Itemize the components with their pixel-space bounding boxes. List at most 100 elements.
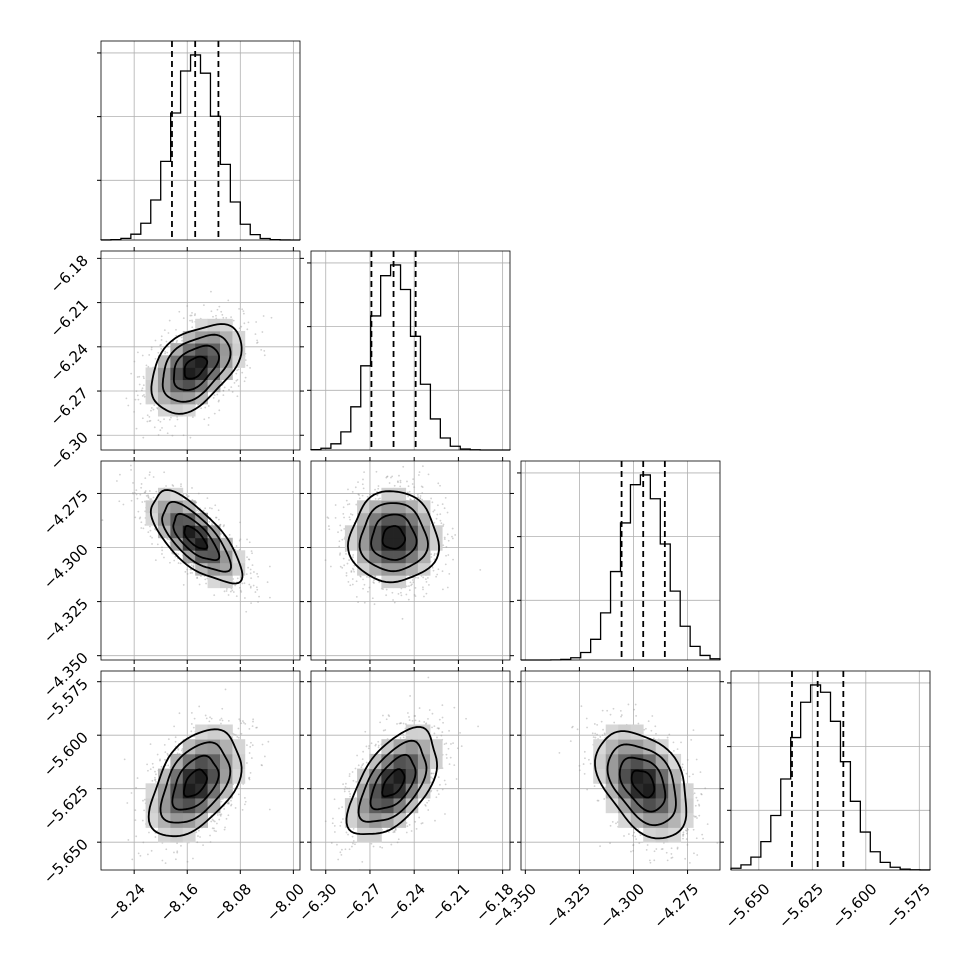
- sample-point: [174, 736, 177, 739]
- sample-point: [453, 764, 456, 766]
- sample-point: [594, 732, 597, 735]
- density-cell: [668, 812, 682, 828]
- sample-point: [236, 378, 239, 381]
- sample-point: [173, 725, 176, 728]
- sample-point: [214, 504, 217, 507]
- sample-point: [424, 803, 427, 806]
- sample-point: [222, 389, 225, 392]
- sample-point: [174, 858, 177, 861]
- sample-point: [171, 434, 174, 437]
- density-cell: [393, 487, 407, 501]
- sample-point: [252, 584, 255, 587]
- sample-point: [452, 742, 454, 745]
- sample-point: [256, 339, 258, 342]
- sample-point: [654, 725, 657, 728]
- sample-point: [243, 312, 245, 315]
- sample-point: [368, 745, 370, 747]
- sample-point: [96, 483, 98, 485]
- sample-point: [195, 501, 198, 504]
- density-cell: [655, 753, 669, 770]
- sample-point: [414, 719, 417, 722]
- density-cell: [618, 812, 632, 828]
- density-cell: [630, 753, 644, 770]
- sample-point: [695, 758, 698, 761]
- sample-point: [159, 429, 162, 432]
- sample-point: [160, 335, 163, 338]
- sample-point: [443, 779, 446, 782]
- sample-point: [374, 488, 376, 491]
- contour-line: [147, 728, 243, 838]
- sample-point: [437, 793, 440, 796]
- sample-point: [442, 523, 445, 526]
- sample-point: [167, 538, 169, 541]
- sample-point: [341, 806, 344, 808]
- sample-point: [123, 758, 126, 761]
- sample-point: [186, 572, 189, 575]
- sample-point: [593, 785, 596, 788]
- sample-point: [688, 775, 691, 778]
- sample-point: [377, 740, 380, 743]
- sample-point: [224, 826, 226, 829]
- sample-point: [227, 802, 230, 805]
- sample-point: [394, 829, 397, 832]
- density-cell: [405, 739, 419, 755]
- sample-point: [427, 473, 430, 476]
- sample-point: [196, 576, 199, 579]
- sample-point: [693, 792, 696, 795]
- sample-point: [444, 563, 447, 566]
- sample-point: [366, 575, 368, 578]
- sample-point: [221, 313, 224, 316]
- sample-point: [194, 313, 197, 315]
- contour-line: [159, 741, 232, 824]
- sample-point: [376, 494, 379, 497]
- sample-point: [241, 808, 244, 811]
- hist-panel-2: [307, 250, 511, 451]
- sample-point: [257, 575, 260, 578]
- sample-point: [180, 336, 183, 339]
- sample-point: [255, 321, 258, 323]
- sample-point: [433, 509, 436, 512]
- density-cell: [655, 783, 669, 799]
- sample-point: [722, 865, 724, 867]
- sample-point: [434, 819, 436, 822]
- sample-point: [437, 482, 440, 485]
- sample-point: [137, 351, 139, 354]
- sample-point: [378, 581, 381, 584]
- sample-point: [422, 586, 424, 589]
- sample-point: [195, 831, 198, 834]
- sample-point: [373, 582, 375, 584]
- sample-point: [249, 745, 252, 748]
- sample-point: [685, 772, 688, 775]
- sample-point: [151, 762, 154, 765]
- sample-point: [218, 305, 221, 308]
- sample-point: [237, 727, 240, 730]
- sample-point: [435, 575, 438, 578]
- sample-point: [154, 559, 157, 562]
- sample-point: [209, 841, 212, 843]
- sample-point: [672, 741, 675, 744]
- sample-point: [221, 707, 224, 710]
- sample-point: [149, 498, 151, 500]
- sample-point: [408, 823, 411, 826]
- sample-point: [220, 717, 223, 720]
- sample-point: [353, 564, 356, 567]
- sample-point: [249, 771, 252, 774]
- sample-point: [240, 722, 243, 725]
- sample-point: [374, 575, 377, 578]
- sample-point: [415, 828, 418, 830]
- density-cell: [357, 827, 370, 843]
- sample-point: [216, 822, 218, 825]
- sample-point: [668, 733, 671, 736]
- sample-point: [235, 595, 238, 598]
- y-tick-label: −6.30: [47, 428, 92, 473]
- sample-point: [151, 779, 154, 782]
- sample-point: [148, 473, 151, 476]
- sample-point: [148, 831, 150, 834]
- sample-point: [385, 476, 388, 479]
- sample-point: [202, 509, 205, 512]
- sample-point: [460, 745, 463, 748]
- sample-point: [192, 566, 195, 569]
- sample-point: [211, 827, 214, 830]
- sample-point: [365, 745, 368, 748]
- sample-point: [135, 489, 138, 492]
